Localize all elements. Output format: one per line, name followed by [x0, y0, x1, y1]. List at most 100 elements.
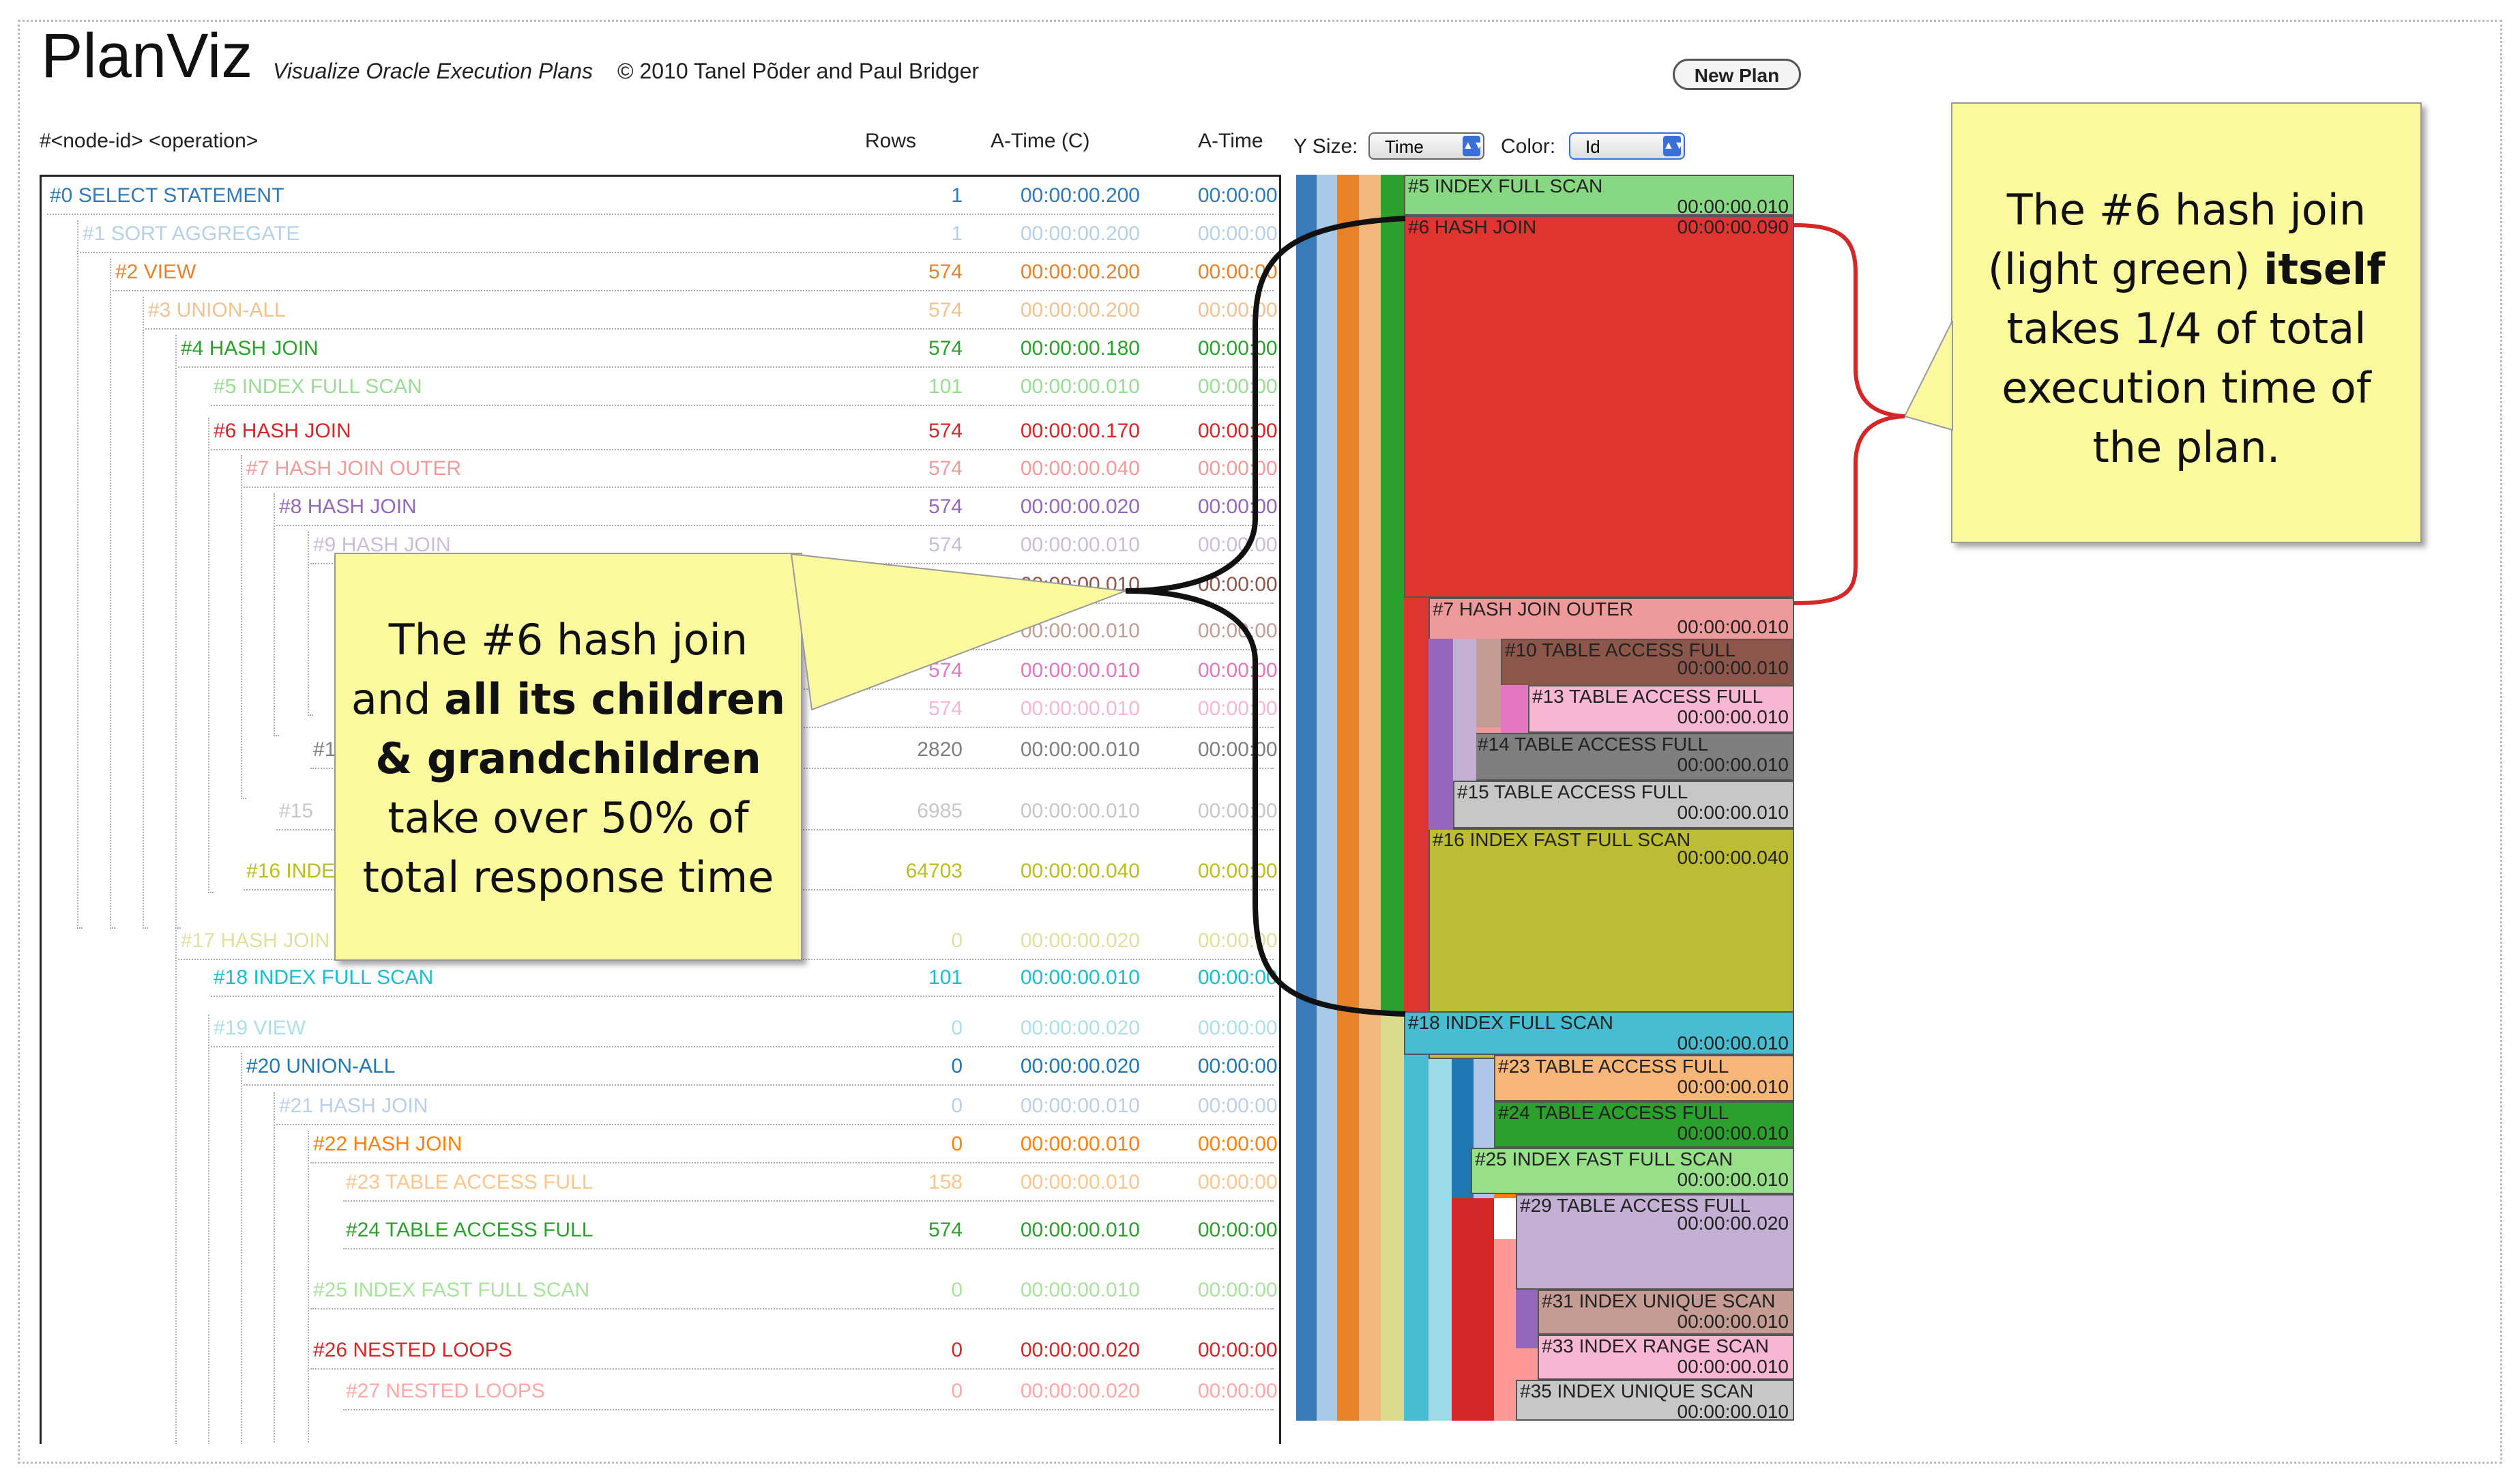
plan-row[interactable]: #25 INDEX FAST FULL SCAN 0 00:00:00.010 00:… [42, 1271, 1279, 1309]
nesting-guide [208, 418, 214, 893]
treemap-stripe[interactable] [1381, 1014, 1404, 1421]
treemap-node[interactable]: #10 TABLE ACCESS FULL 00:00:00.010 [1501, 639, 1794, 689]
treemap-node[interactable]: #25 INDEX FAST FULL SCAN 00:00:00.010 [1471, 1148, 1794, 1194]
treemap-node[interactable]: #5 INDEX FULL SCAN 00:00:00.010 [1404, 175, 1794, 216]
plan-row[interactable]: #19 VIEW 0 00:00:00.020 00:00:00.000 [42, 1009, 1279, 1047]
nesting-guide [308, 1131, 313, 1444]
plan-row[interactable]: #8 HASH JOIN 574 00:00:00.020 00:00:00.000 [42, 488, 1279, 526]
plan-row[interactable]: #21 HASH JOIN 0 00:00:00.010 00:00:00.000 [42, 1087, 1279, 1125]
treemap-stripe[interactable] [1296, 175, 1317, 1421]
plan-row-operation: #18 INDEX FULL SCAN [214, 966, 434, 989]
treemap-stripe[interactable] [1359, 175, 1381, 1421]
column-header-node: #<node-id> <operation> [40, 130, 259, 152]
treemap-node[interactable]: #33 INDEX RANGE SCAN 00:00:00.010 [1538, 1335, 1794, 1380]
treemap-stripe[interactable] [1337, 175, 1359, 1421]
plan-row-atime-c: 00:00:00.020 [1020, 495, 1140, 518]
treemap-stripe[interactable] [1476, 639, 1501, 727]
plan-row-rows: 0 [951, 1055, 963, 1077]
plan-row-rows: 64703 [905, 860, 963, 882]
callout-right-line3: takes 1/4 of total [2006, 304, 2367, 353]
plan-row-rows: 574 [928, 1219, 963, 1241]
treemap-node-time: 00:00:00.010 [1677, 754, 1789, 775]
treemap-stripe[interactable] [1317, 175, 1337, 1421]
plan-row[interactable]: #5 INDEX FULL SCAN 101 00:00:00.010 00:00:0… [42, 368, 1279, 406]
treemap-stripe[interactable] [1429, 1055, 1452, 1421]
plan-row[interactable]: #23 TABLE ACCESS FULL 158 00:00:00.010 00:0… [42, 1163, 1279, 1202]
treemap-stripe[interactable] [1474, 1198, 1494, 1421]
treemap-stripe[interactable] [1429, 639, 1453, 830]
column-header-atime-c: A-Time (C) [991, 130, 1090, 152]
plan-row[interactable]: #20 UNION-ALL 0 00:00:00.020 00:00:00.000 [42, 1047, 1279, 1086]
ysize-select[interactable]: Time ▲▼ [1368, 132, 1484, 160]
plan-row[interactable]: #9 HASH JOIN 574 00:00:00.010 00:00:00.000 [42, 526, 1279, 564]
plan-row[interactable]: #27 NESTED LOOPS 0 00:00:00.020 00:00:00.00… [42, 1372, 1279, 1410]
nesting-guide [175, 335, 181, 929]
plan-row[interactable]: #4 HASH JOIN 574 00:00:00.180 00:00:00.000 [42, 330, 1279, 368]
plan-row-atime-c: 00:00:00.010 [1020, 1133, 1140, 1155]
color-select[interactable]: Id ▲▼ [1569, 132, 1685, 160]
treemap-node[interactable]: #14 TABLE ACCESS FULL 00:00:00.010 [1474, 733, 1794, 781]
nesting-guide [274, 1092, 279, 1444]
nesting-guide [77, 220, 83, 929]
plan-row[interactable]: #3 UNION-ALL 574 00:00:00.200 00:00:00.000 [42, 291, 1281, 330]
treemap-stripe[interactable] [1404, 1055, 1429, 1421]
treemap-node-label: #29 TABLE ACCESS FULL [1520, 1195, 1751, 1216]
treemap-node[interactable]: #15 TABLE ACCESS FULL 00:00:00.010 [1453, 781, 1794, 828]
plan-row-rows: 574 [928, 299, 963, 321]
treemap-stripe[interactable] [1494, 1239, 1516, 1421]
right-brace [1793, 223, 1905, 605]
plan-row-operation: #0 SELECT STATEMENT [50, 184, 284, 207]
treemap-node-label: #18 INDEX FULL SCAN [1408, 1012, 1613, 1033]
callout-left-line5: total response time [362, 852, 774, 902]
plan-row-operation: #2 VIEW [115, 261, 196, 283]
plan-row-atime-c: 00:00:00.170 [1020, 420, 1140, 442]
plan-row-operation: #7 HASH JOIN OUTER [246, 457, 462, 480]
plan-row-atime: 00:00:00.010 [1197, 457, 1281, 480]
plan-row[interactable]: #24 TABLE ACCESS FULL 574 00:00:00.010 00:0… [42, 1211, 1279, 1249]
treemap-stripe[interactable] [1452, 1198, 1474, 1421]
plan-row[interactable]: #1 SORT AGGREGATE 1 00:00:00.200 00:00:00.0… [42, 215, 1279, 253]
treemap-stripe[interactable] [1381, 175, 1404, 1014]
new-plan-button[interactable]: New Plan [1673, 59, 1801, 90]
callout-left-line3: & grandchildren [375, 734, 761, 783]
treemap-stripe[interactable] [1501, 685, 1528, 733]
plan-row-operation: #23 TABLE ACCESS FULL [346, 1171, 594, 1193]
treemap-node-label: #25 INDEX FAST FULL SCAN [1475, 1148, 1733, 1170]
treemap-node[interactable]: #18 INDEX FULL SCAN 00:00:00.010 [1404, 1011, 1794, 1055]
plan-row-rows: 0 [951, 1095, 963, 1117]
treemap-node[interactable]: #29 TABLE ACCESS FULL 00:00:00.020 [1516, 1194, 1794, 1290]
plan-row-atime-c: 00:00:00.010 [1020, 800, 1140, 822]
treemap-node[interactable]: #24 TABLE ACCESS FULL 00:00:00.010 [1494, 1101, 1794, 1148]
row-divider [211, 405, 1274, 406]
treemap-node-time: 00:00:00.010 [1677, 1169, 1789, 1190]
treemap-node[interactable]: #13 TABLE ACCESS FULL 00:00:00.010 [1528, 685, 1794, 733]
plan-row[interactable]: #6 HASH JOIN 574 00:00:00.170 00:00:00.090 [42, 412, 1279, 450]
treemap-stripe[interactable] [1453, 639, 1476, 781]
plan-row[interactable]: #17 HASH JOIN 0 00:00:00.020 00:00:00.000 [42, 922, 1279, 960]
treemap-node[interactable]: #35 INDEX UNIQUE SCAN 00:00:00.010 [1516, 1380, 1794, 1421]
plan-row[interactable]: #18 INDEX FULL SCAN 101 00:00:00.010 00:00:… [42, 959, 1279, 997]
plan-row-rows: 574 [928, 495, 963, 518]
treemap-node[interactable]: #6 HASH JOIN 00:00:00.090 [1404, 216, 1794, 598]
plan-row[interactable]: #15 6985 00:00:00.010 00:00:00.010 [42, 792, 1279, 830]
color-label: Color: [1501, 135, 1556, 158]
plan-row[interactable]: #7 HASH JOIN OUTER 574 00:00:00.040 00:00:0… [42, 450, 1281, 488]
treemap-node[interactable]: #23 TABLE ACCESS FULL 00:00:00.010 [1494, 1055, 1794, 1101]
treemap-node-label: #15 TABLE ACCESS FULL [1457, 781, 1688, 802]
plan-row[interactable]: #22 HASH JOIN 0 00:00:00.010 00:00:00.000 [42, 1125, 1279, 1163]
plan-row-rows: 0 [951, 929, 963, 952]
ysize-value: Time [1385, 136, 1424, 157]
plan-row-operation: #8 HASH JOIN [279, 495, 417, 518]
plan-row-atime: 00:00:00.000 [1197, 299, 1281, 321]
plan-row-rows: 0 [951, 1017, 963, 1039]
plan-row-rows: 574 [928, 261, 963, 283]
treemap-node[interactable]: #31 INDEX UNIQUE SCAN 00:00:00.010 [1538, 1290, 1794, 1335]
row-divider [211, 996, 1274, 997]
plan-row[interactable]: #26 NESTED LOOPS 0 00:00:00.020 00:00:00.00… [42, 1331, 1279, 1370]
plan-row-operation: #9 HASH JOIN [313, 534, 451, 556]
plan-row[interactable]: #0 SELECT STATEMENT 1 00:00:00.200 00:00:00… [42, 177, 1279, 215]
treemap-node-label: #16 INDEX FAST FULL SCAN [1433, 829, 1691, 850]
treemap-node-time: 00:00:00.010 [1677, 1032, 1789, 1054]
